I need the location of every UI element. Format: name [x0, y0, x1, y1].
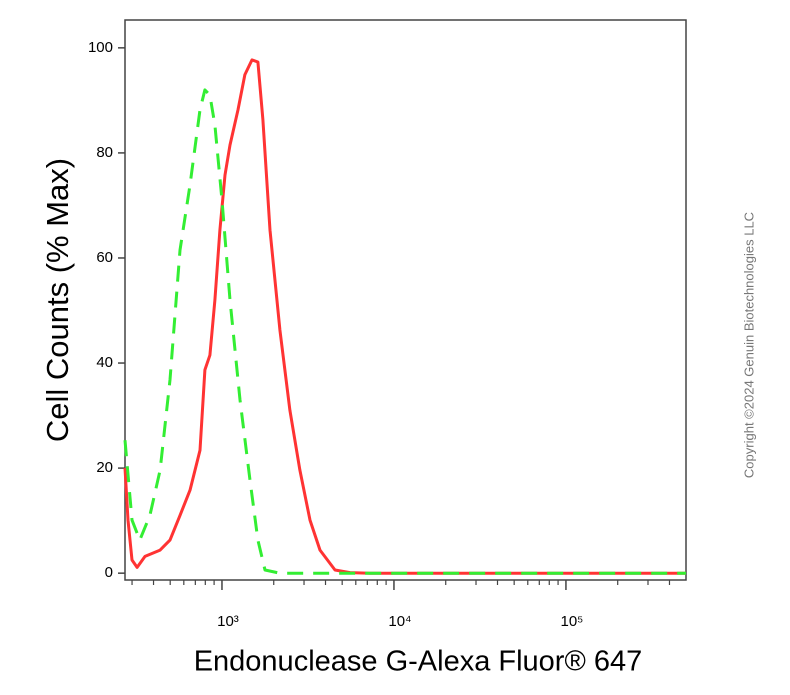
x-tick-label: 10⁴ — [388, 613, 411, 630]
y-tick-label: 0 — [105, 564, 113, 581]
x-tick-label: 10⁵ — [560, 613, 583, 630]
y-tick-label: 100 — [88, 39, 113, 56]
series-line — [123, 88, 686, 575]
y-tick-label: 80 — [96, 144, 113, 161]
series-line — [123, 58, 686, 575]
y-tick-label: 60 — [96, 249, 113, 266]
y-tick-label: 20 — [96, 459, 113, 476]
x-axis-label: Endonuclease G-Alexa Fluor® 647 — [194, 646, 643, 678]
watermark: Copyright ©2024 Genuin Biotechnologies L… — [741, 212, 756, 478]
y-axis-label: Cell Counts (% Max) — [40, 158, 75, 442]
y-tick-label: 40 — [96, 354, 113, 371]
plot-frame — [124, 19, 687, 581]
x-tick-label: 10³ — [217, 613, 239, 630]
